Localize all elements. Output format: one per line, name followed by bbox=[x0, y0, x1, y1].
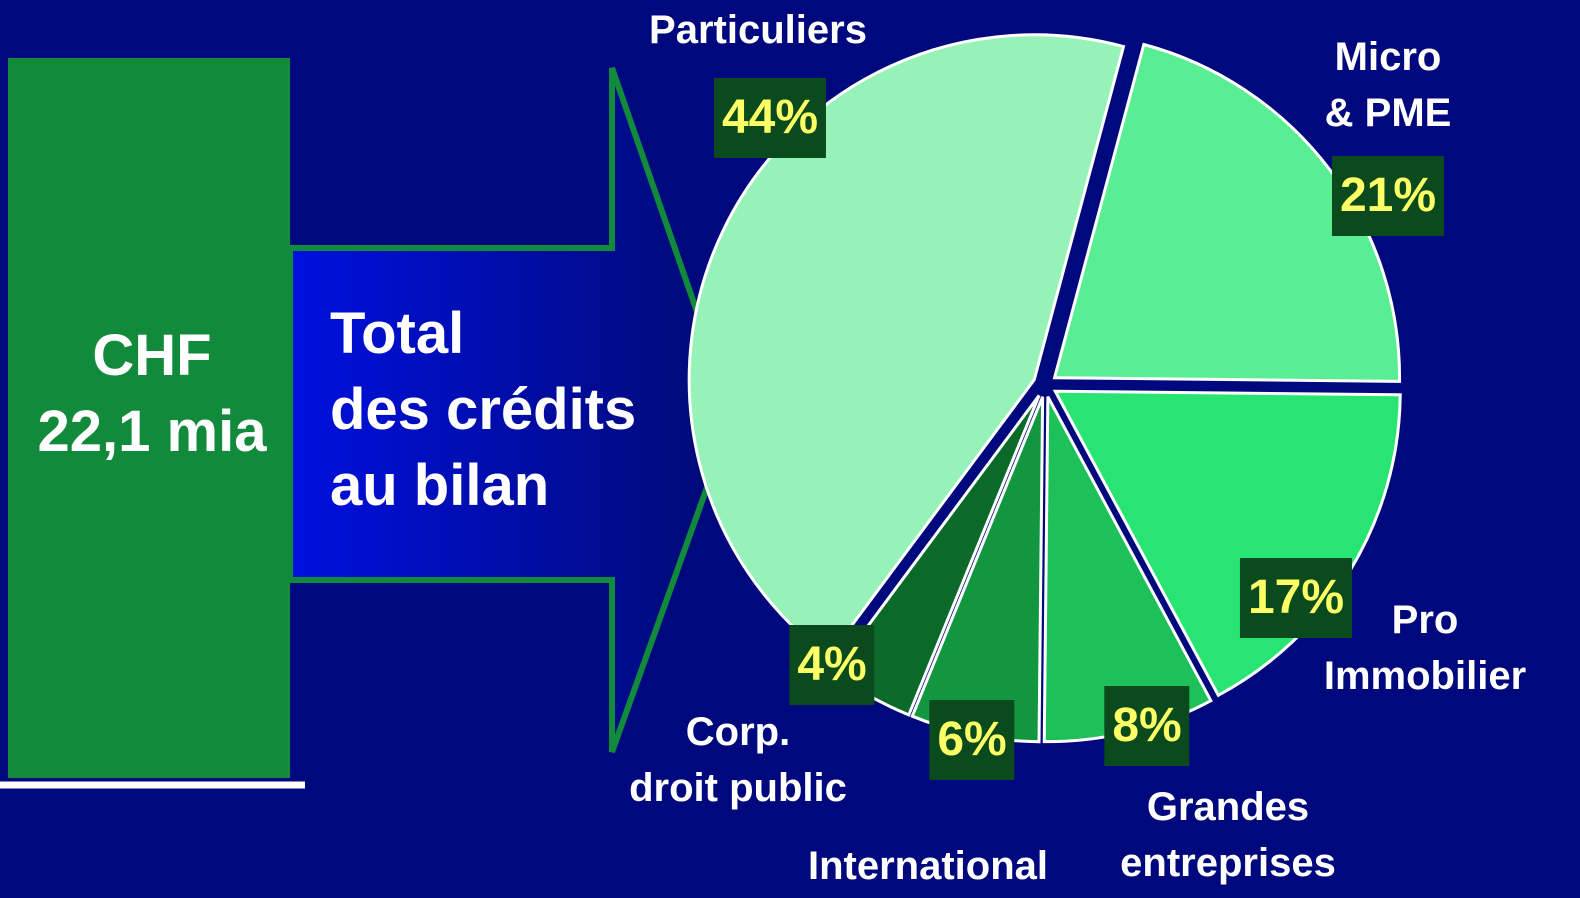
total-block bbox=[8, 58, 290, 778]
arrow bbox=[287, 67, 737, 754]
pie-slice bbox=[687, 33, 1126, 659]
slice-label: Particuliers bbox=[649, 8, 867, 52]
pie-slice bbox=[1052, 42, 1402, 383]
total-caption: Total des crédits au bilan bbox=[330, 301, 637, 518]
value-label: 44% bbox=[713, 78, 827, 158]
slice-label: International bbox=[807, 844, 1049, 888]
slice-label: Grandes entreprises bbox=[1120, 785, 1336, 885]
value-label: 17% bbox=[1239, 558, 1353, 638]
total-amount: CHF 22,1 mia bbox=[37, 323, 267, 464]
slice-label: Pro Immobilier bbox=[1323, 598, 1527, 698]
value-label: 21% bbox=[1331, 156, 1445, 236]
value-label: 8% bbox=[1104, 686, 1190, 766]
value-label: 4% bbox=[789, 625, 875, 705]
value-label: 6% bbox=[929, 700, 1015, 780]
slice-label: Corp. droit public bbox=[629, 710, 847, 810]
slice-label: Micro & PME bbox=[1324, 35, 1452, 135]
